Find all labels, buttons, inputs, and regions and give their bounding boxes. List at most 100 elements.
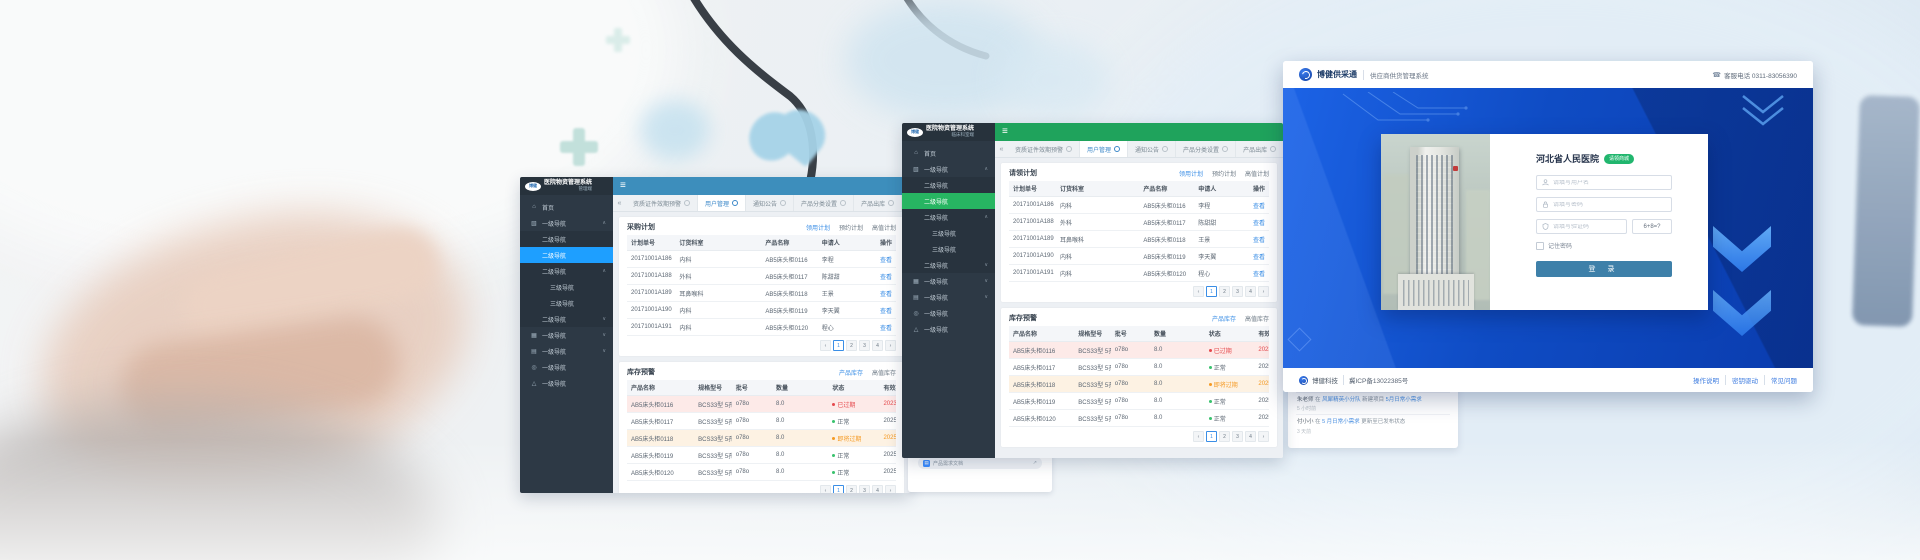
view-link[interactable]: 查看 bbox=[879, 274, 892, 281]
hamburger-icon[interactable]: ≡ bbox=[1002, 126, 1008, 137]
stock-type-link[interactable]: 高值库存 bbox=[1244, 316, 1269, 323]
page-tab[interactable]: 产品出库 bbox=[1236, 141, 1283, 157]
sidebar-item[interactable]: 二级导航 bbox=[902, 257, 995, 273]
sidebar-item[interactable]: 二级导航 bbox=[520, 263, 613, 279]
sidebar-item[interactable]: 一级导航 bbox=[520, 359, 613, 375]
tab-close-icon[interactable] bbox=[1114, 146, 1121, 152]
page-button[interactable]: 4 bbox=[872, 340, 883, 351]
collapse-tabs-icon[interactable]: « bbox=[617, 199, 622, 207]
page-tab[interactable]: 资质证件效期预警 bbox=[1008, 141, 1081, 157]
sidebar-item[interactable]: 一级导航 bbox=[520, 375, 613, 391]
sidebar-item[interactable]: 二级导航 bbox=[902, 209, 995, 225]
sidebar-item[interactable]: 三级导航 bbox=[902, 241, 995, 257]
page-button[interactable]: 3 bbox=[859, 340, 870, 351]
sidebar-item[interactable]: 一级导航 bbox=[902, 289, 995, 305]
view-link[interactable]: 查看 bbox=[879, 257, 892, 264]
page-button[interactable]: 1 bbox=[1206, 431, 1217, 442]
remember-checkbox[interactable] bbox=[1536, 241, 1544, 250]
username-field[interactable] bbox=[1536, 175, 1672, 190]
page-tab[interactable]: 通知公告 bbox=[1128, 141, 1177, 157]
view-link[interactable]: 查看 bbox=[1252, 237, 1265, 244]
footer-link[interactable]: 常见问题 bbox=[1764, 375, 1797, 385]
next-page-button[interactable]: › bbox=[1258, 286, 1269, 297]
view-link[interactable]: 查看 bbox=[1252, 254, 1265, 261]
hamburger-icon[interactable]: ≡ bbox=[620, 180, 626, 191]
page-tab[interactable]: 产品分类设置 bbox=[794, 195, 855, 211]
view-link[interactable]: 查看 bbox=[1252, 271, 1265, 278]
captcha-question[interactable]: 6+8=? bbox=[1632, 219, 1672, 234]
external-link-icon[interactable]: ↗ bbox=[1032, 460, 1037, 466]
sidebar-item[interactable]: 二级导航 bbox=[902, 193, 995, 209]
view-link[interactable]: 查看 bbox=[1252, 203, 1265, 210]
sidebar-item[interactable]: 二级导航 bbox=[902, 177, 995, 193]
sidebar-item[interactable]: 首页 bbox=[520, 199, 613, 215]
sidebar-item[interactable]: 二级导航 bbox=[520, 311, 613, 327]
sidebar-item[interactable]: 二级导航 bbox=[520, 247, 613, 263]
tab-close-icon[interactable] bbox=[1162, 146, 1169, 152]
page-button[interactable]: 2 bbox=[1219, 286, 1230, 297]
next-page-button[interactable]: › bbox=[885, 340, 896, 351]
tab-close-icon[interactable] bbox=[732, 200, 739, 206]
plan-type-link[interactable]: 预约计划 bbox=[1211, 171, 1236, 178]
tab-close-icon[interactable] bbox=[840, 200, 847, 206]
sidebar-item[interactable]: 三级导航 bbox=[902, 225, 995, 241]
plan-type-link[interactable]: 高值计划 bbox=[1244, 171, 1269, 178]
plan-type-link[interactable]: 领用计划 bbox=[805, 225, 830, 232]
sidebar-item[interactable]: 一级导航 bbox=[902, 321, 995, 337]
tab-close-icon[interactable] bbox=[1222, 146, 1229, 152]
footer-link[interactable]: 操作说明 bbox=[1693, 378, 1719, 385]
captcha-input[interactable] bbox=[1553, 223, 1621, 230]
sidebar-item[interactable]: 一级导航 bbox=[520, 343, 613, 359]
captcha-field[interactable] bbox=[1536, 219, 1627, 234]
password-input[interactable] bbox=[1553, 201, 1666, 208]
login-button[interactable]: 登 录 bbox=[1536, 261, 1672, 277]
next-page-button[interactable]: › bbox=[1258, 431, 1269, 442]
tab-close-icon[interactable] bbox=[1066, 146, 1073, 152]
tab-close-icon[interactable] bbox=[780, 200, 787, 206]
page-tab[interactable]: 产品出库 bbox=[854, 195, 903, 211]
feed-link[interactable]: 5月日常小需求 bbox=[1385, 397, 1422, 403]
page-button[interactable]: 2 bbox=[1219, 431, 1230, 442]
prev-page-button[interactable]: ‹ bbox=[820, 485, 831, 493]
page-button[interactable]: 2 bbox=[846, 485, 857, 493]
tab-close-icon[interactable] bbox=[1270, 146, 1277, 152]
page-button[interactable]: 4 bbox=[1245, 431, 1256, 442]
stock-type-link[interactable]: 高值库存 bbox=[871, 370, 896, 377]
footer-link[interactable]: 密钥驱动 bbox=[1725, 375, 1758, 385]
feed-link[interactable]: 风犀精英小分队 bbox=[1322, 397, 1361, 403]
page-tab[interactable]: 通知公告 bbox=[746, 195, 795, 211]
page-button[interactable]: 1 bbox=[833, 485, 844, 493]
sidebar-item[interactable]: 三级导航 bbox=[520, 279, 613, 295]
sidebar-item[interactable]: 一级导航 bbox=[902, 273, 995, 289]
page-button[interactable]: 2 bbox=[846, 340, 857, 351]
view-link[interactable]: 查看 bbox=[879, 308, 892, 315]
password-field[interactable] bbox=[1536, 197, 1672, 212]
page-tab[interactable]: 产品分类设置 bbox=[1176, 141, 1237, 157]
collapse-tabs-icon[interactable]: « bbox=[999, 145, 1004, 153]
sidebar-item[interactable]: 首页 bbox=[902, 145, 995, 161]
sidebar-item[interactable]: 一级导航 bbox=[520, 327, 613, 343]
stock-type-link[interactable]: 产品库存 bbox=[838, 370, 863, 377]
plan-type-link[interactable]: 预约计划 bbox=[838, 225, 863, 232]
sidebar-item[interactable]: 一级导航 bbox=[902, 305, 995, 321]
sidebar-item[interactable]: 一级导航 bbox=[520, 215, 613, 231]
prev-page-button[interactable]: ‹ bbox=[820, 340, 831, 351]
stock-type-link[interactable]: 产品库存 bbox=[1211, 316, 1236, 323]
prev-page-button[interactable]: ‹ bbox=[1193, 286, 1204, 297]
sidebar-item[interactable]: 三级导航 bbox=[520, 295, 613, 311]
tab-close-icon[interactable] bbox=[684, 200, 691, 206]
view-link[interactable]: 查看 bbox=[879, 325, 892, 332]
page-tab[interactable]: 用户管理 bbox=[1080, 141, 1129, 157]
page-tab[interactable]: 资质证件效期预警 bbox=[626, 195, 699, 211]
page-button[interactable]: 3 bbox=[1232, 431, 1243, 442]
page-button[interactable]: 3 bbox=[859, 485, 870, 493]
plan-type-link[interactable]: 领用计划 bbox=[1178, 171, 1203, 178]
sidebar-item[interactable]: 二级导航 bbox=[520, 231, 613, 247]
page-button[interactable]: 4 bbox=[872, 485, 883, 493]
feed-link[interactable]: 5 月日常小需求 bbox=[1322, 419, 1360, 426]
page-button[interactable]: 4 bbox=[1245, 286, 1256, 297]
page-button[interactable]: 1 bbox=[1206, 286, 1217, 297]
next-page-button[interactable]: › bbox=[885, 485, 896, 493]
page-button[interactable]: 3 bbox=[1232, 286, 1243, 297]
plan-type-link[interactable]: 高值计划 bbox=[871, 225, 896, 232]
